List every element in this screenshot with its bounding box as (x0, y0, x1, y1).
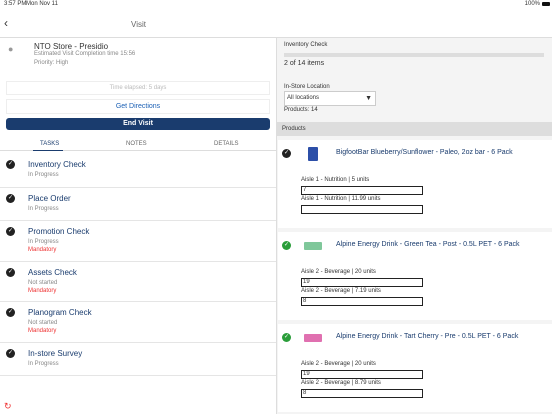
task-mandatory: Mandatory (28, 247, 57, 253)
task-name[interactable]: Planogram Check (28, 308, 92, 317)
product-name[interactable]: Alpine Energy Drink - Tart Cherry - Pre … (336, 333, 519, 340)
store-priority: Priority: High (34, 60, 69, 66)
task-status: In Progress (28, 361, 59, 367)
status-battery: 100% (524, 1, 540, 7)
product-check: ✓ (282, 149, 291, 158)
stock-label: Aisle 2 - Beverage | 20 units (301, 361, 376, 367)
stock-label: Aisle 2 - Beverage | 7.19 units (301, 288, 381, 294)
task-check: ✓ (6, 349, 15, 358)
products-header: Products (277, 122, 552, 136)
task-check: ✓ (6, 194, 15, 203)
refresh-icon[interactable]: ↻ (4, 401, 12, 411)
stock-label: Aisle 2 - Beverage | 8.79 units (301, 380, 381, 386)
task-check: ✓ (6, 268, 15, 277)
stock-label: Aisle 1 - Nutrition | 5 units (301, 177, 370, 183)
back-button[interactable]: ‹ (4, 16, 8, 30)
stock-input[interactable] (301, 205, 423, 214)
tab-underline (33, 150, 63, 151)
task-divider (0, 261, 276, 262)
header-divider (0, 37, 552, 38)
task-mandatory: Mandatory (28, 328, 57, 334)
header-title: Visit (131, 20, 146, 29)
product-name[interactable]: BigfootBar Blueberry/Sunflower - Paleo, … (336, 149, 513, 156)
location-label: In-Store Location (284, 84, 330, 90)
stock-input[interactable]: 8 (301, 297, 423, 306)
task-check: ✓ (6, 308, 15, 317)
status-time: 3:57 PM (4, 1, 27, 7)
tab[interactable]: DETAILS (214, 141, 239, 147)
stock-input[interactable]: 19 (301, 370, 423, 379)
product-image (308, 147, 318, 161)
time-elapsed: Time elapsed: 5 days (6, 81, 270, 95)
product-name[interactable]: Alpine Energy Drink - Green Tea - Post -… (336, 241, 520, 248)
progress-text: 2 of 14 items (284, 60, 325, 67)
location-value: All locations (287, 95, 320, 101)
task-divider (0, 342, 276, 343)
tabs-divider (0, 150, 276, 151)
get-directions-button[interactable]: Get Directions (6, 99, 270, 114)
task-name[interactable]: In-store Survey (28, 349, 83, 358)
task-name[interactable]: Promotion Check (28, 227, 90, 236)
inventory-title: Inventory Check (284, 42, 328, 48)
product-image (304, 242, 322, 250)
product-image (304, 334, 322, 342)
task-status: Not started (28, 320, 58, 326)
stock-label: Aisle 2 - Beverage | 20 units (301, 269, 376, 275)
battery-icon (542, 2, 550, 6)
task-check: ✓ (6, 160, 15, 169)
task-check: ✓ (6, 227, 15, 236)
product-check: ✓ (282, 241, 291, 250)
products-count: Products: 14 (284, 107, 318, 113)
task-mandatory: Mandatory (28, 288, 57, 294)
product-check: ✓ (282, 333, 291, 342)
task-name[interactable]: Place Order (28, 194, 71, 203)
tab[interactable]: NOTES (126, 141, 147, 147)
store-name: NTO Store - Presidio (34, 42, 109, 51)
task-status: Not started (28, 280, 58, 286)
store-completion: Estimated Visit Completion time 15:56 (34, 51, 136, 57)
stock-label: Aisle 1 - Nutrition | 11.99 units (301, 196, 381, 202)
task-status: In Progress (28, 239, 59, 245)
task-divider (0, 187, 276, 188)
tab[interactable]: TASKS (40, 141, 60, 147)
task-name[interactable]: Inventory Check (28, 160, 86, 169)
progress-bar (284, 53, 544, 57)
task-status: In Progress (28, 172, 59, 178)
location-icon: ● (8, 44, 14, 54)
panel-divider (276, 38, 277, 414)
task-status: In Progress (28, 206, 59, 212)
task-divider (0, 375, 276, 376)
stock-input[interactable]: 8 (301, 389, 423, 398)
location-select[interactable]: All locations ▼ (284, 91, 376, 106)
stock-input[interactable]: 7 (301, 186, 423, 195)
task-name[interactable]: Assets Check (28, 268, 77, 277)
status-date: Mon Nov 11 (26, 1, 58, 7)
task-divider (0, 220, 276, 221)
end-visit-button[interactable]: End Visit (6, 118, 270, 130)
task-divider (0, 301, 276, 302)
stock-input[interactable]: 19 (301, 278, 423, 287)
